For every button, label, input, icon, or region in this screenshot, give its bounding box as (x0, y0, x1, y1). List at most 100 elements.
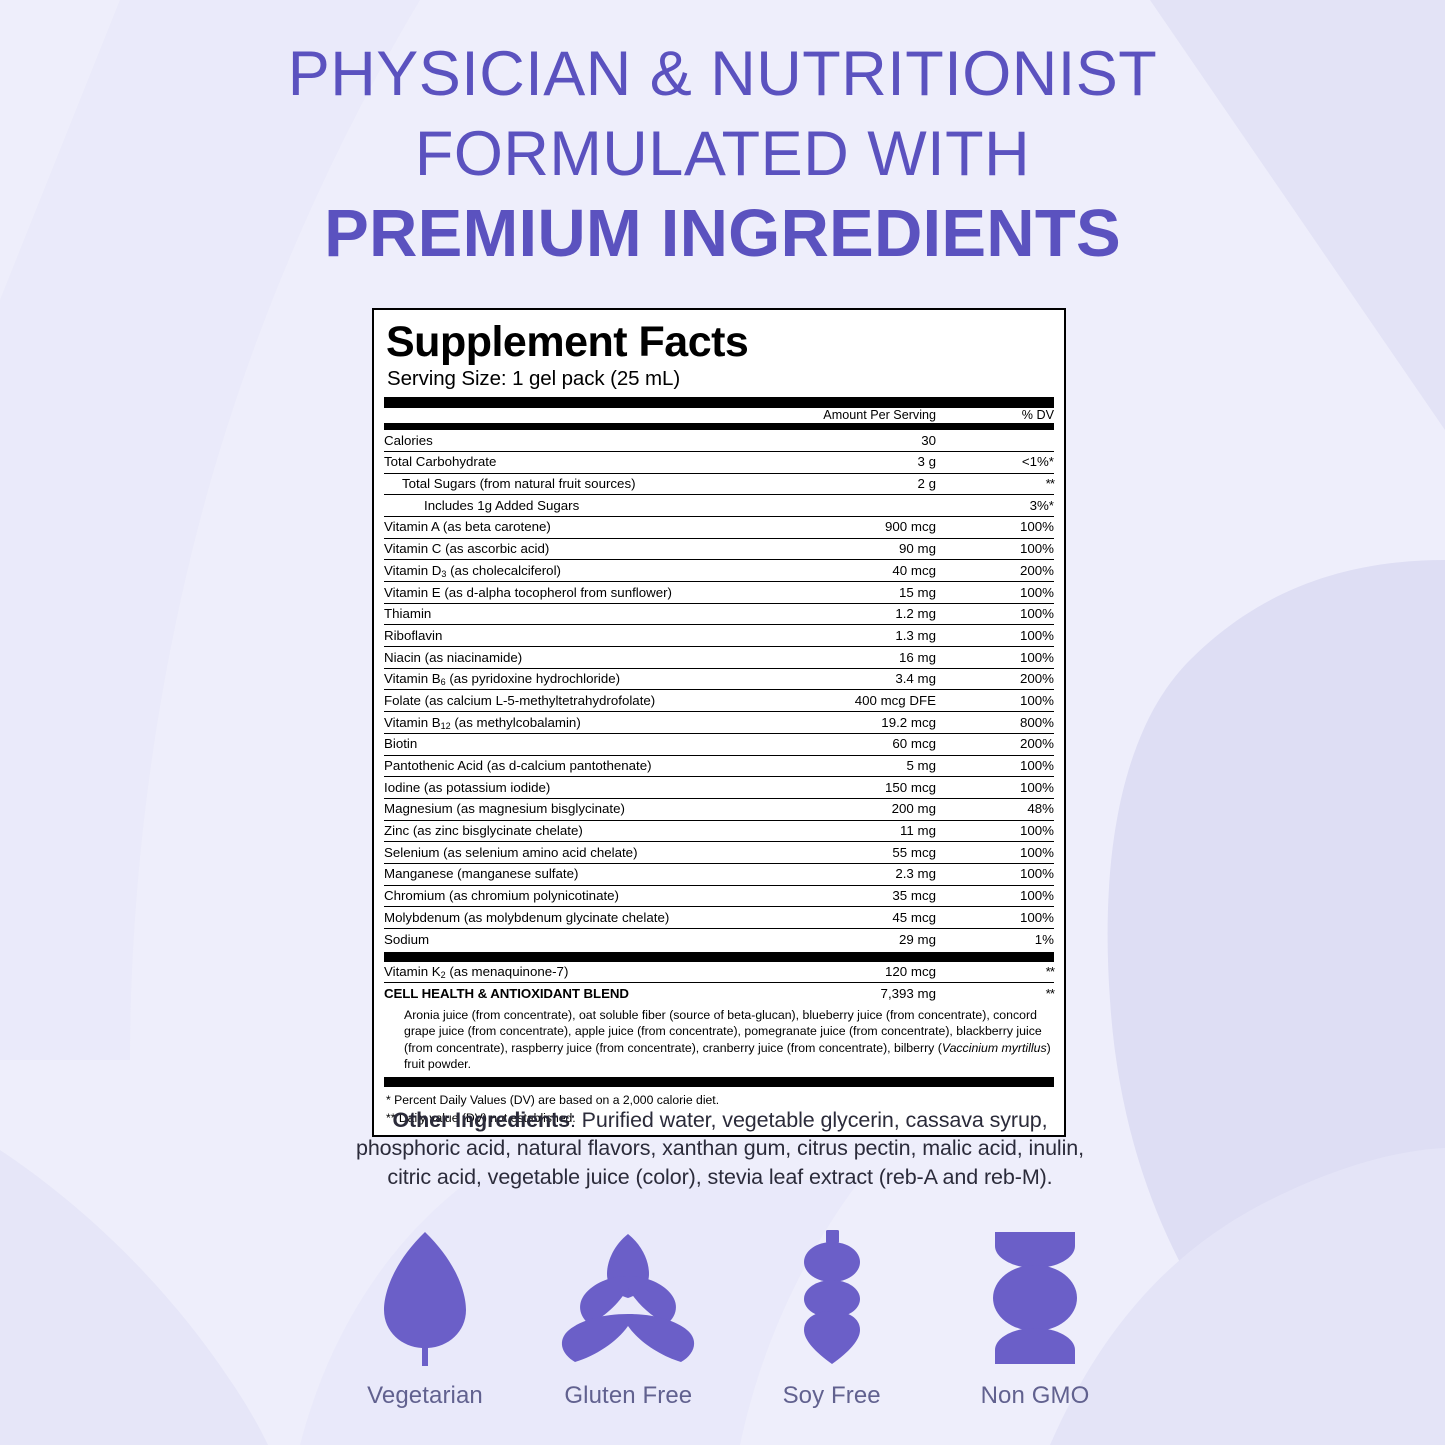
nutrient-name: Total Carbohydrate (384, 450, 804, 474)
nutrient-name: Thiamin (384, 602, 804, 625)
nutrient-name: Manganese (manganese sulfate) (384, 862, 804, 886)
nutrient-percent-dv: 100% (980, 689, 1054, 712)
nutrient-amount: 60 mcg (804, 732, 980, 755)
table-row: Folate (as calcium L-5-methyltetrahydrof… (384, 689, 1054, 712)
nutrient-percent-dv: 100% (980, 841, 1054, 864)
nutrient-percent-dv: 100% (980, 537, 1054, 560)
nutrient-name: Biotin (384, 732, 804, 755)
soybean-pod-icon (737, 1228, 927, 1368)
nutrient-amount: 120 mcg (885, 964, 936, 980)
nutrient-name: Vitamin B6 (as pyridoxine hydrochloride) (384, 667, 804, 690)
blend-amount: 7,393 mg (804, 982, 980, 1005)
nutrient-name: Vitamin B12 (as methylcobalamin) (384, 711, 804, 734)
badge-label-soy-free: Soy Free (782, 1382, 881, 1409)
table-row: Chromium (as chromium polynicotinate) 35 … (384, 884, 1054, 907)
table-row: Molybdenum (as molybdenum glycinate chel… (384, 906, 1054, 929)
nutrient-rows: Calories 30 Total Carbohydrate 3 g <1%* Total… (384, 430, 1055, 950)
nutrient-percent-dv: 48% (980, 797, 1054, 821)
nutrient-name: Total Sugars (from natural fruit sources… (384, 472, 804, 495)
footnotes: * Percent Daily Values (DV) are based on… (384, 1087, 1054, 1128)
table-row: Sodium 29 mg 1% (384, 927, 1054, 950)
nutrient-amount: 55 mcg (804, 841, 980, 864)
nutrient-name: Pantothenic Acid (as d-calcium pantothen… (384, 754, 804, 777)
nutrient-percent-dv: 100% (980, 884, 1054, 907)
nutrient-percent-dv: 200% (980, 667, 1054, 690)
table-row: Vitamin E (as d-alpha tocopherol from su… (384, 581, 1054, 604)
nutrient-percent-dv: 100% (980, 776, 1054, 799)
table-row: Vitamin K2 (as menaquinone-7) 120 mcg ** (384, 962, 1055, 983)
nutrient-percent-dv: 100% (980, 906, 1054, 929)
nutrient-amount: 1.2 mg (804, 602, 980, 625)
nutrient-name: Vitamin A (as beta carotene) (384, 515, 804, 539)
nutrient-name: Folate (as calcium L-5-methyltetrahydrof… (384, 689, 804, 712)
nutrient-amount: 1.3 mg (804, 624, 980, 647)
nutrient-name: Vitamin C (as ascorbic acid) (384, 537, 804, 560)
page-title: PHYSICIAN & NUTRITIONIST FORMULATED WITH… (0, 0, 1445, 274)
header-percent-dv: % DV (1021, 408, 1054, 423)
nutrient-amount: 35 mcg (804, 884, 980, 907)
nutrient-percent-dv: 100% (980, 515, 1054, 539)
nutrient-percent-dv: 200% (980, 732, 1054, 755)
nutrient-percent-dv: ** (1045, 964, 1055, 980)
nutrient-amount: 30 (921, 432, 936, 448)
nutrient-amount: 2 g (804, 472, 980, 495)
table-row: Selenium (as selenium amino acid chelate… (384, 841, 1054, 864)
badge-label-non-gmo: Non GMO (980, 1382, 1090, 1409)
nutrient-amount: 150 mcg (804, 776, 980, 799)
divider-before-footnotes (384, 1077, 1054, 1088)
nutrient-name: Sodium (384, 927, 804, 950)
nutrient-name: Includes 1g Added Sugars (384, 494, 804, 517)
corn-kernel-icon (940, 1228, 1130, 1368)
header-spacer (384, 408, 804, 423)
nutrient-percent-dv: 100% (980, 646, 1054, 669)
nutrient-name: Magnesium (as magnesium bisglycinate) (384, 797, 804, 821)
table-row: Calories 30 (384, 430, 1054, 451)
badge-vegetarian: Vegetarian (330, 1228, 520, 1410)
table-row: Vitamin B6 (as pyridoxine hydrochloride)… (384, 667, 1054, 690)
serving-size: Serving Size: 1 gel pack (25 mL) (387, 367, 681, 391)
footnote-daily-values: * Percent Daily Values (DV) are based on… (386, 1093, 720, 1108)
nutrient-percent-dv: 100% (980, 754, 1054, 777)
nutrient-name: Vitamin K2 (as menaquinone-7) (384, 964, 569, 981)
nutrient-amount: 11 mg (804, 819, 980, 842)
nutrient-percent-dv: <1%* (980, 450, 1054, 474)
headline-line-1: PHYSICIAN & NUTRITIONIST (287, 39, 1158, 109)
divider-before-blend (384, 951, 1054, 962)
other-ingredients-label: Other Ingredients (392, 1108, 570, 1132)
nutrient-amount: 900 mcg (804, 515, 980, 539)
blend-text-before: Aronia juice (from concentrate), oat sol… (404, 1008, 1042, 1055)
post-bar-rows: Vitamin K2 (as menaquinone-7) 120 mcg ** (384, 962, 1055, 983)
nutrient-percent-dv: 800% (980, 711, 1054, 734)
nutrient-amount: 19.2 mcg (804, 711, 980, 734)
nutrient-percent-dv: 100% (980, 581, 1054, 604)
nutrient-amount: 200 mg (804, 797, 980, 821)
nutrient-amount: 45 mcg (804, 906, 980, 929)
nutrient-amount: 3.4 mg (804, 667, 980, 690)
nutrient-percent-dv: ** (980, 472, 1055, 495)
blend-latin-name: Vaccinium myrtillus (941, 1040, 1047, 1055)
nutrient-amount: 3 g (804, 450, 980, 474)
table-row: Niacin (as niacinamide) 16 mg 100% (384, 646, 1054, 669)
badge-soy-free: Soy Free (737, 1228, 927, 1410)
certification-badges: Vegetarian Gluten Free (330, 1228, 1130, 1410)
nutrient-percent-dv: 1% (980, 927, 1054, 950)
table-row: Riboflavin 1.3 mg 100% (384, 624, 1054, 647)
nutrient-name: Selenium (as selenium amino acid chelate… (384, 841, 804, 864)
divider-thick-top (384, 397, 1054, 409)
table-header-row: Amount Per Serving % DV (384, 408, 1054, 423)
table-row: Vitamin B12 (as methylcobalamin) 19.2 mcg… (384, 711, 1054, 734)
table-row: Zinc (as zinc bisglycinate chelate) 11 mg… (384, 819, 1054, 842)
nutrient-percent-dv: 100% (980, 602, 1054, 625)
nutrient-amount (804, 494, 980, 517)
blend-dv: ** (980, 982, 1055, 1005)
nutrient-amount: 90 mg (804, 537, 980, 560)
other-ingredients: Other Ingredients: Purified water, veget… (350, 1106, 1090, 1191)
nutrient-amount: 29 mg (804, 927, 980, 950)
nutrient-percent-dv: 200% (980, 559, 1054, 582)
blend-name: CELL HEALTH & ANTIOXIDANT BLEND (384, 982, 804, 1005)
nutrient-name: Niacin (as niacinamide) (384, 646, 804, 669)
badge-label-gluten-free: Gluten Free (564, 1382, 693, 1409)
nutrient-percent-dv: 100% (980, 819, 1054, 842)
nutrient-name: Molybdenum (as molybdenum glycinate chel… (384, 906, 804, 929)
nutrient-percent-dv: 3%* (980, 494, 1054, 517)
